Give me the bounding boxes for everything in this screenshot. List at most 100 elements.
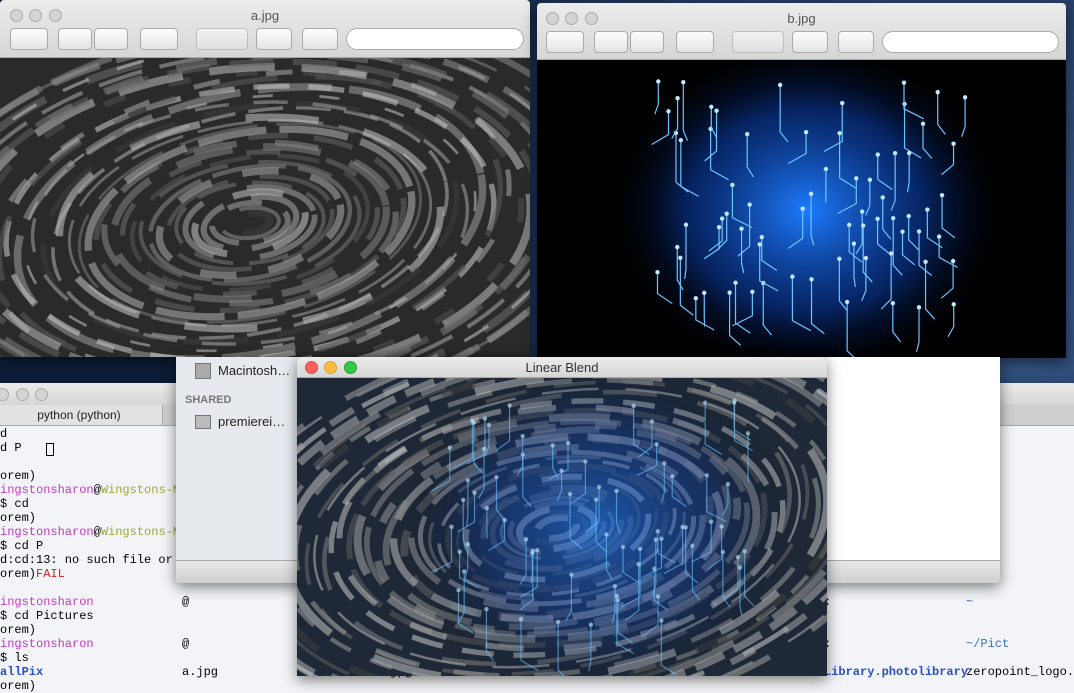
image-detail xyxy=(594,497,598,501)
image-detail xyxy=(952,302,956,306)
image-detail xyxy=(531,549,535,553)
zoom-in-button[interactable] xyxy=(630,31,664,53)
markup-button[interactable] xyxy=(302,28,338,50)
image-detail xyxy=(485,506,489,510)
image-detail xyxy=(675,245,679,249)
sidebar-item[interactable]: premierei… xyxy=(218,414,285,429)
rotate-button[interactable] xyxy=(792,31,828,53)
window-title: a.jpg xyxy=(0,8,530,23)
image-detail xyxy=(917,305,921,309)
image-detail xyxy=(760,235,764,239)
zoom-out-button[interactable] xyxy=(594,31,628,53)
close-button[interactable] xyxy=(0,388,9,401)
sidebar-button[interactable] xyxy=(10,28,48,50)
sidebar-button[interactable] xyxy=(546,31,584,53)
image-detail xyxy=(852,241,856,245)
terminal-text: orem) xyxy=(0,469,36,483)
window-title: b.jpg xyxy=(537,11,1066,26)
image-detail xyxy=(535,548,539,552)
image-detail xyxy=(694,296,698,300)
markup-button[interactable] xyxy=(838,31,874,53)
terminal-text: ingstonsharon xyxy=(0,483,94,497)
image-detail xyxy=(748,433,749,482)
terminal-text: @ xyxy=(182,637,189,651)
annotate-button[interactable] xyxy=(196,28,248,50)
image-detail xyxy=(720,216,724,220)
image-detail xyxy=(742,549,746,553)
image-detail xyxy=(613,584,617,588)
minimize-button[interactable] xyxy=(16,388,29,401)
image-detail xyxy=(739,227,743,231)
terminal-text: $ cd xyxy=(0,497,29,511)
blend-window: Linear Blend xyxy=(297,357,827,676)
image-detail xyxy=(738,565,742,569)
sidebar-item[interactable]: Macintosh… xyxy=(218,363,290,378)
terminal-text: orem) xyxy=(0,511,36,525)
image-detail xyxy=(745,132,749,136)
rotate-button[interactable] xyxy=(256,28,292,50)
image-detail xyxy=(906,214,910,218)
image-detail xyxy=(881,195,885,199)
image-detail xyxy=(556,620,560,624)
image-detail xyxy=(840,101,844,105)
image-detail xyxy=(654,442,658,446)
terminal-text: FAIL xyxy=(36,567,65,581)
image-detail xyxy=(714,109,718,113)
image-detail xyxy=(854,176,858,180)
terminal-text: d:cd:13: no such file or d xyxy=(0,553,187,567)
image-detail xyxy=(621,545,625,549)
image-detail xyxy=(550,443,554,447)
terminal-text: @ xyxy=(94,525,101,539)
image-detail xyxy=(702,291,706,295)
image-detail xyxy=(868,178,872,182)
terminal-text: allPix xyxy=(0,665,43,679)
image-detail xyxy=(746,431,750,435)
search-field[interactable] xyxy=(882,31,1059,53)
terminal-text: $ cd P xyxy=(0,539,43,553)
image-detail xyxy=(902,80,906,84)
image-detail xyxy=(569,573,573,577)
zoom-out-button[interactable] xyxy=(58,28,92,50)
image-b xyxy=(537,60,1066,358)
image-detail xyxy=(457,549,461,553)
image-a xyxy=(0,58,530,357)
image-detail xyxy=(864,256,868,260)
terminal-text: Wingstons-Ma xyxy=(101,525,187,539)
zoom-in-button[interactable] xyxy=(94,28,128,50)
image-detail xyxy=(448,445,452,449)
image-detail xyxy=(690,544,694,548)
image-detail xyxy=(659,618,663,622)
image-detail xyxy=(937,234,941,238)
image-detail xyxy=(921,122,925,126)
toolbar: a.jpg xyxy=(0,0,530,58)
terminal-text: Wingstons-Ma xyxy=(101,483,187,497)
terminal-text: ~/Pict xyxy=(966,637,1009,651)
share-button[interactable] xyxy=(140,28,178,50)
terminal-text: orem) xyxy=(0,623,36,637)
zoom-button[interactable] xyxy=(35,388,48,401)
search-field[interactable] xyxy=(346,28,524,50)
preview-window-b: b.jpg xyxy=(537,3,1066,358)
window-title: Linear Blend xyxy=(297,360,827,375)
image-detail xyxy=(837,257,841,261)
image-detail xyxy=(449,525,453,529)
image-detail xyxy=(678,256,682,260)
image-detail xyxy=(461,498,465,502)
image-detail xyxy=(484,607,488,611)
image-detail xyxy=(607,60,1007,358)
image-detail xyxy=(963,95,967,99)
image-detail xyxy=(809,277,813,281)
image-detail xyxy=(397,378,797,676)
image-detail xyxy=(654,537,658,541)
annotate-button[interactable] xyxy=(732,31,784,53)
tab[interactable]: python (python) xyxy=(0,405,163,426)
image-detail xyxy=(681,80,685,84)
image-detail xyxy=(732,401,736,405)
terminal-text: d xyxy=(0,427,7,441)
title-bar: Linear Blend xyxy=(297,357,827,378)
image-detail xyxy=(726,482,730,486)
image-detail xyxy=(589,622,593,626)
image-detail xyxy=(524,537,528,541)
share-button[interactable] xyxy=(676,31,714,53)
